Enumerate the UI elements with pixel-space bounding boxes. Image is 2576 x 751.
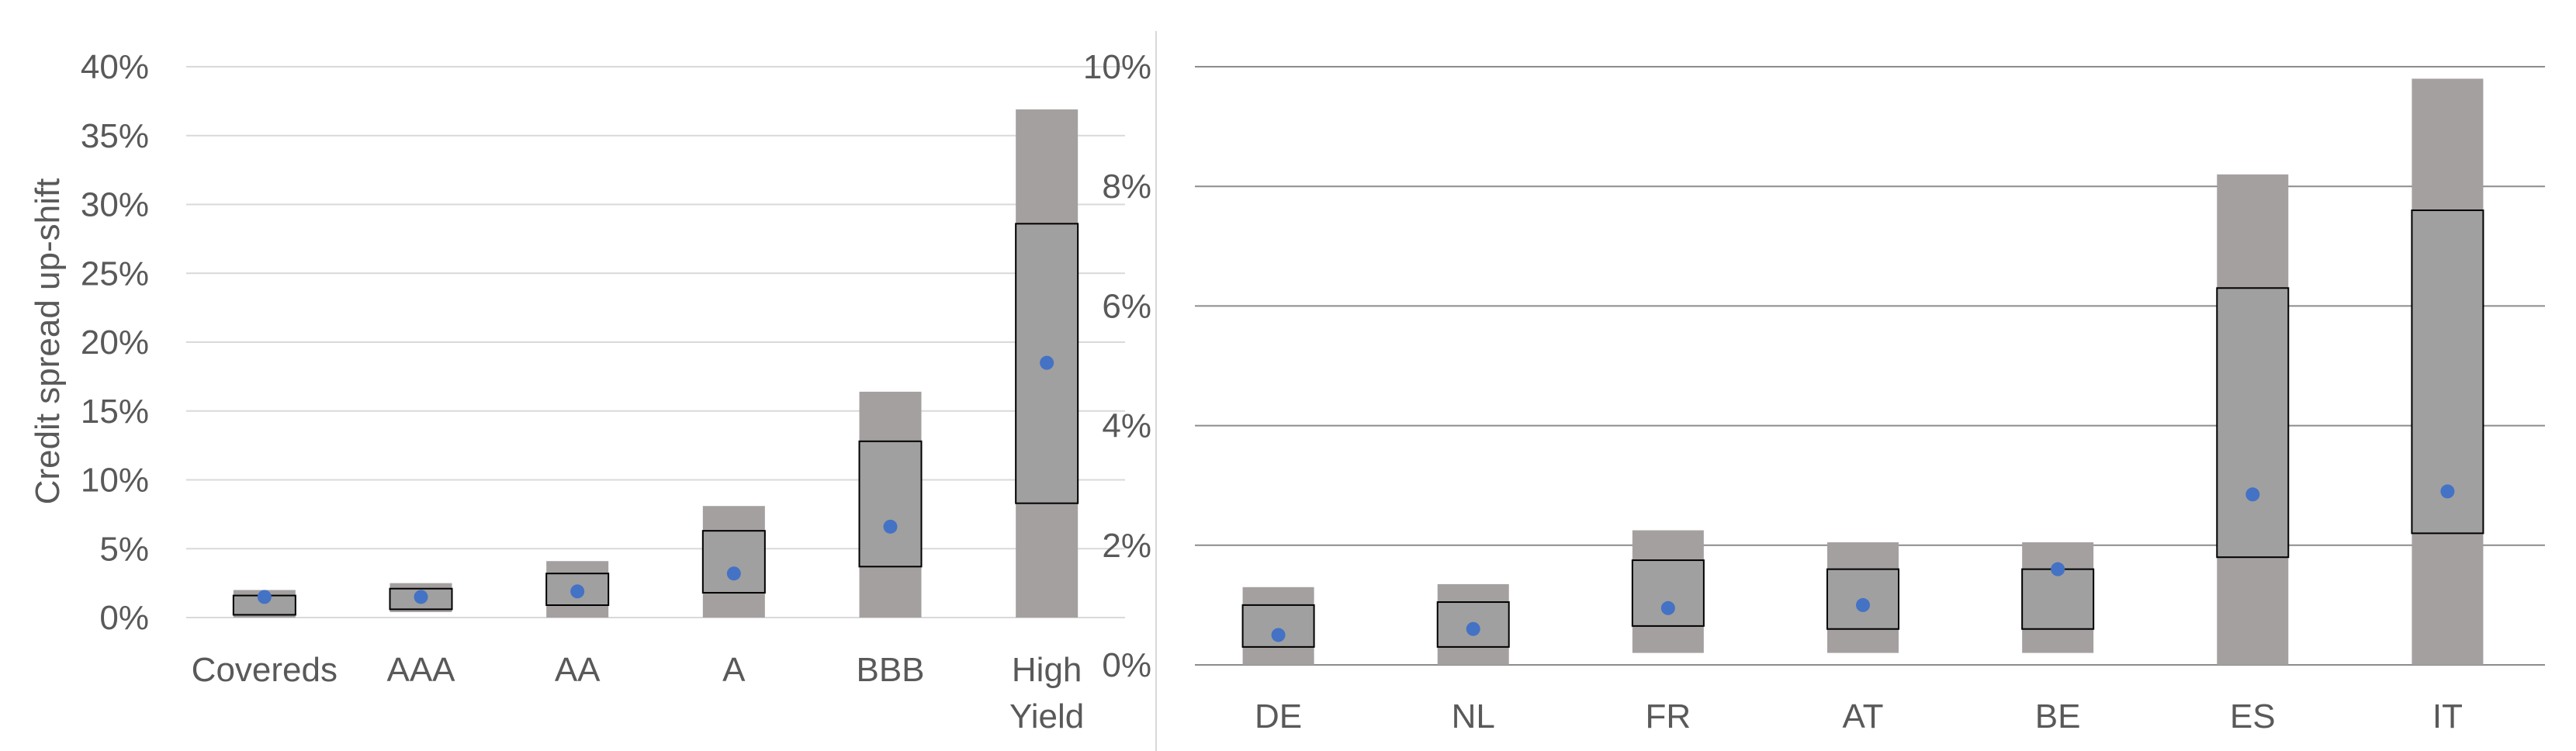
right-x-tick-label: ES	[2230, 697, 2276, 735]
left-means	[257, 355, 1054, 604]
right-mean-marker	[2051, 562, 2065, 576]
right-y-tick-label: 2%	[1102, 527, 1151, 565]
left-y-tick-label: 30%	[81, 186, 149, 224]
left-y-tick-label: 35%	[81, 117, 149, 155]
left-x-tick-label: AAA	[386, 651, 455, 689]
left-x-tick-label: A	[722, 651, 746, 689]
left-iqr-box	[701, 530, 766, 594]
right-y-tick-label: 0%	[1102, 646, 1151, 684]
left-mean-marker	[726, 566, 741, 581]
right-y-tick-labels: 0% 2% 4% 6% 8% 10%	[1083, 48, 1151, 684]
right-x-tick-label: DE	[1255, 697, 1302, 735]
left-y-tick-labels: 0% 5% 10% 15% 20% 25% 30% 35% 40%	[81, 48, 149, 637]
right-chart: 0% 2% 4% 6% 8% 10% DE NL FR AT BE ES IT	[1083, 48, 2545, 735]
left-chart: Credit spread up-shift 0% 5% 10% 15% 20% 25% 3…	[29, 48, 1125, 735]
right-mean-marker	[1856, 597, 1870, 612]
right-iqr-box	[2216, 287, 2290, 559]
right-mean-marker	[1271, 628, 1286, 642]
left-mean-marker	[257, 590, 272, 604]
left-mean-marker	[883, 519, 898, 534]
left-y-tick-label: 20%	[81, 324, 149, 362]
right-iqr-box	[2021, 568, 2095, 630]
right-mean-marker	[1660, 600, 1675, 615]
left-x-tick-label: Covereds	[192, 651, 338, 689]
right-boxes	[1241, 209, 2484, 648]
left-iqr-box	[858, 440, 923, 568]
right-x-tick-label: IT	[2432, 697, 2463, 735]
right-mean-marker	[2440, 484, 2455, 499]
right-y-tick-label: 8%	[1102, 168, 1151, 206]
left-x-tick-label: AA	[555, 651, 601, 689]
left-mean-marker	[414, 590, 428, 604]
left-x-tick-label: BBB	[856, 651, 924, 689]
right-x-tick-label: NL	[1452, 697, 1495, 735]
right-y-tick-label: 6%	[1102, 287, 1151, 325]
right-iqr-box	[1631, 559, 1705, 627]
left-x-tick-labels: Covereds AAA AA A BBB High Yield	[192, 651, 1085, 735]
left-mean-marker	[1040, 355, 1054, 370]
left-y-tick-label: 15%	[81, 393, 149, 431]
left-y-axis-title: Credit spread up-shift	[29, 178, 67, 505]
left-gridlines	[186, 66, 1125, 618]
left-y-tick-label: 0%	[99, 599, 149, 637]
right-x-tick-label: AT	[1843, 697, 1884, 735]
left-x-tick-label: High Yield	[1009, 651, 1084, 735]
right-mean-marker	[2245, 487, 2260, 502]
right-y-tick-label: 4%	[1102, 407, 1151, 445]
left-y-tick-label: 10%	[81, 462, 149, 500]
right-x-tick-label: BE	[2035, 697, 2081, 735]
right-iqr-box	[1826, 568, 1899, 630]
right-means	[1271, 484, 2455, 642]
left-whiskers	[233, 109, 1079, 618]
right-gridlines	[1195, 66, 2545, 666]
right-x-tick-labels: DE NL FR AT BE ES IT	[1255, 697, 2463, 735]
right-x-tick-label: FR	[1646, 697, 1691, 735]
left-mean-marker	[570, 584, 585, 599]
left-y-tick-label: 40%	[81, 48, 149, 86]
right-iqr-box	[2411, 209, 2484, 535]
left-y-tick-label: 25%	[81, 254, 149, 292]
right-y-tick-label: 10%	[1083, 48, 1151, 86]
right-mean-marker	[1466, 621, 1480, 636]
left-y-tick-label: 5%	[99, 530, 149, 568]
left-boxes	[232, 223, 1079, 616]
